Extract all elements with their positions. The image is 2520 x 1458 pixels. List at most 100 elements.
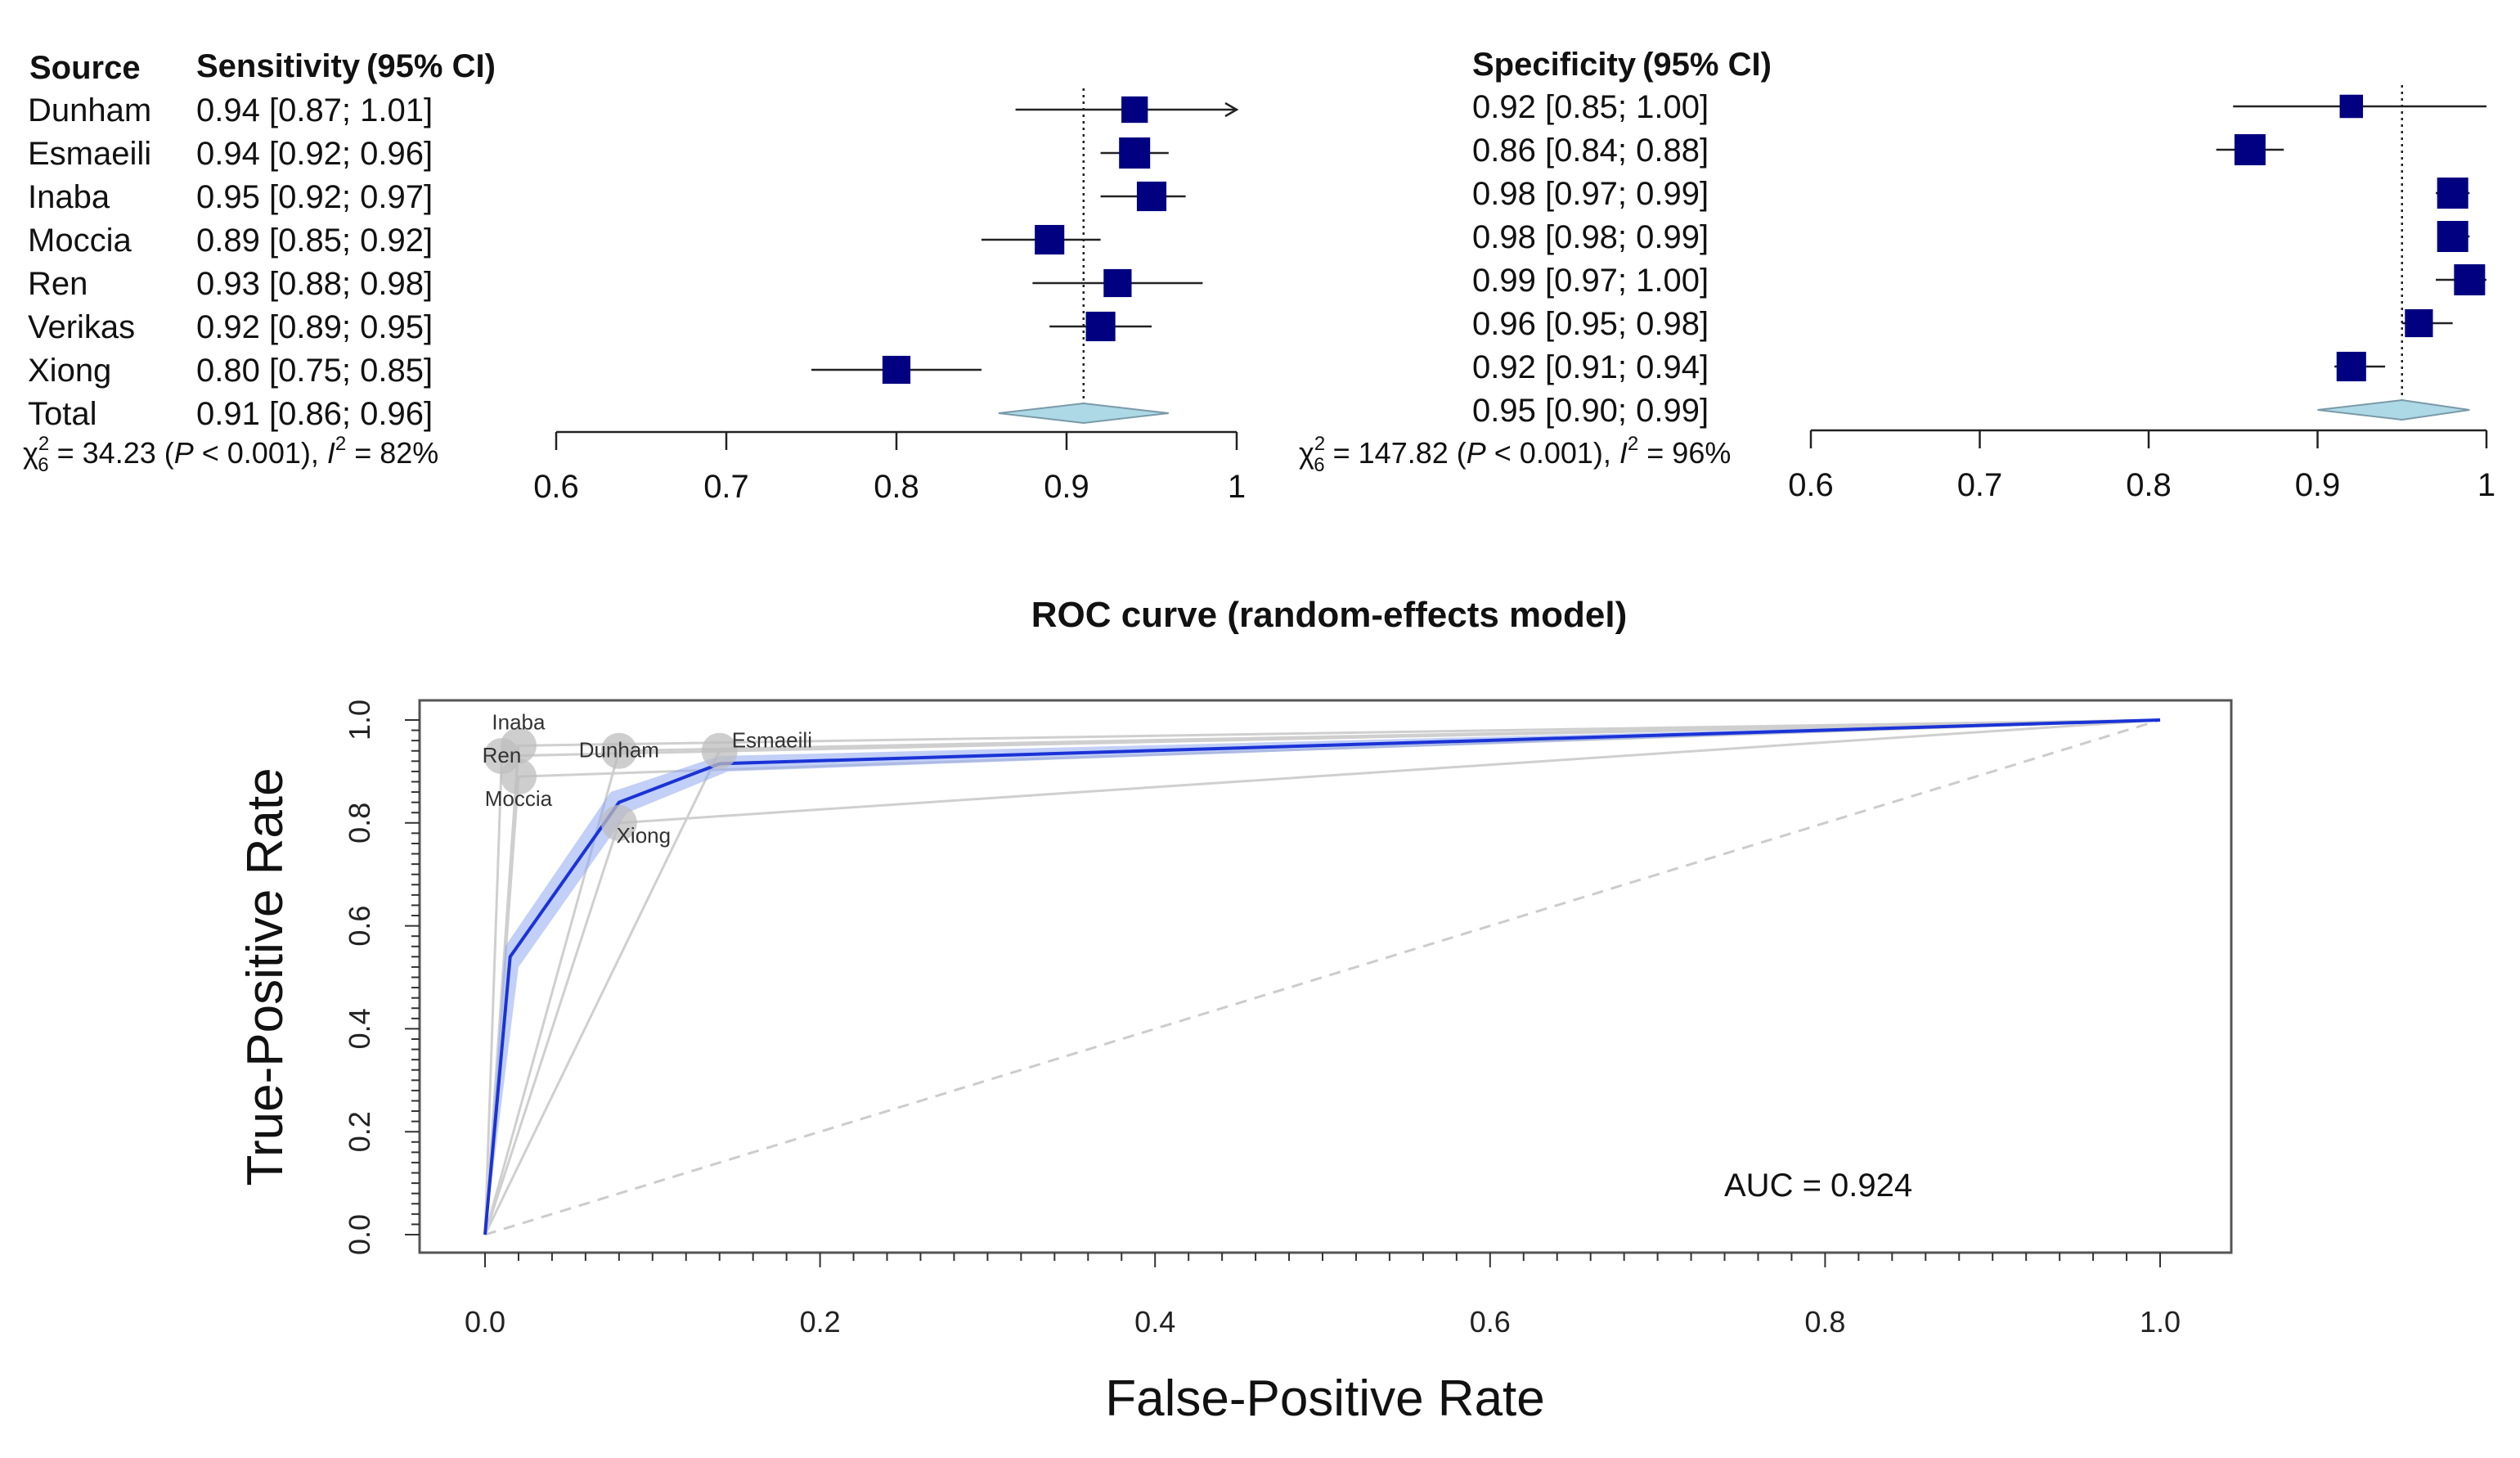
specificity-row-value-inaba: 0.98 [0.97; 0.99]	[1472, 176, 1709, 212]
specificity-estimate-moccia	[2437, 221, 2468, 252]
sensitivity-row-value-verikas: 0.92 [0.89; 0.95]	[196, 309, 433, 345]
sensitivity-plot-area: 0.6 0.7 0.8 0.9 1	[533, 88, 1246, 505]
roc-y-tick-label-0.2: 0.2	[343, 1111, 376, 1152]
sensitivity-row-name-inaba: Inaba	[28, 179, 110, 215]
specificity-chi-sup: 2	[1314, 433, 1325, 455]
specificity-tick-label-0.9: 0.9	[2295, 467, 2341, 503]
specificity-heterogeneity: χ2 6 = 147.82 (P < 0.001), I2 = 96%	[1299, 433, 1731, 476]
roc-y-tick-label-0.4: 0.4	[343, 1008, 376, 1049]
sensitivity-row-name-total: Total	[28, 396, 97, 432]
sensitivity-tick-label-0.8: 0.8	[874, 469, 919, 505]
study-label-ren: Ren	[483, 743, 522, 767]
specificity-row-value-total: 0.95 [0.90; 0.99]	[1472, 393, 1709, 429]
sensitivity-p-label: P	[174, 436, 194, 470]
sensitivity-tick-label-0.7: 0.7	[703, 469, 749, 505]
sensitivity-source-header: Source	[29, 50, 141, 86]
roc-y-axis-title: True-Positive Rate	[237, 767, 294, 1186]
sensitivity-p-value: < 0.001),	[194, 436, 327, 470]
specificity-header: Specificity (95% CI)	[1472, 47, 1772, 83]
roc-title: ROC curve (random-effects model)	[1031, 595, 1628, 635]
auc-annotation: AUC = 0.924	[1724, 1168, 1912, 1204]
sensitivity-row-value-esmaeili: 0.94 [0.92; 0.96]	[196, 136, 433, 172]
sensitivity-chi-symbol: χ	[23, 436, 38, 470]
specificity-estimate-ren	[2454, 264, 2486, 295]
sensitivity-tick-label-1: 1	[1228, 469, 1246, 505]
specificity-row-value-dunham: 0.92 [0.85; 1.00]	[1472, 89, 1709, 125]
study-point-xiong	[600, 804, 637, 841]
sensitivity-row-name-ren: Ren	[28, 266, 88, 302]
specificity-chi-value: = 147.82 (	[1325, 436, 1467, 470]
sensitivity-chi-sub: 6	[38, 454, 48, 476]
specificity-forest-plot: Specificity (95% CI) 0.92 [0.85; 1.00] 0.8…	[1299, 47, 2495, 503]
roc-x-tick-label-0.2: 0.2	[800, 1305, 841, 1339]
sensitivity-estimate-esmaeili	[1119, 137, 1151, 169]
sensitivity-i-label: I	[327, 436, 335, 470]
roc-x-tick-label-0.4: 0.4	[1134, 1305, 1175, 1339]
sensitivity-row-name-dunham: Dunham	[28, 92, 151, 128]
sensitivity-estimate-moccia	[1035, 224, 1065, 255]
roc-y-tick-label-0.6: 0.6	[343, 906, 376, 947]
sensitivity-i-value: = 82%	[346, 436, 438, 470]
sensitivity-estimate-ren	[1103, 268, 1132, 298]
specificity-plot-area: 0.6 0.7 0.8 0.9 1	[1788, 85, 2495, 503]
sensitivity-chi-sup: 2	[38, 433, 49, 455]
specificity-row-value-xiong: 0.92 [0.91; 0.94]	[1472, 349, 1709, 385]
sensitivity-estimate-xiong	[882, 355, 911, 385]
study-label-xiong: Xiong	[617, 823, 672, 848]
specificity-estimate-dunham	[2339, 94, 2364, 119]
sensitivity-row-name-xiong: Xiong	[28, 353, 111, 389]
sensitivity-row-name-esmaeili: Esmaeili	[28, 136, 151, 172]
specificity-header-label: Specificity	[1472, 47, 1637, 83]
roc-x-tick-label-0.8: 0.8	[1804, 1305, 1845, 1339]
specificity-estimate-xiong	[2336, 351, 2366, 382]
roc-chart: ROC curve (random-effects model) 0.0 0.2 0…	[237, 595, 2233, 1427]
specificity-i-sup: 2	[1628, 433, 1638, 455]
roc-y-tick-label-1.0: 1.0	[343, 700, 376, 740]
sensitivity-row-name-moccia: Moccia	[28, 223, 132, 259]
specificity-chi-sub: 6	[1314, 454, 1324, 476]
specificity-row-value-esmaeili: 0.86 [0.84; 0.88]	[1472, 133, 1709, 169]
sensitivity-forest-plot: Source Sensitivity (95% CI) Dunham 0.94 [0…	[23, 48, 1246, 505]
specificity-p-value: < 0.001),	[1486, 436, 1619, 470]
roc-y-tick-label-0.0: 0.0	[343, 1214, 376, 1255]
sensitivity-estimate-verikas	[1085, 311, 1116, 342]
sensitivity-header-ci: (95% CI)	[366, 48, 496, 84]
specificity-i-value: = 96%	[1638, 436, 1731, 470]
study-label-inaba: Inaba	[492, 709, 546, 734]
sensitivity-row-value-dunham: 0.94 [0.87; 1.01]	[196, 92, 433, 128]
roc-x-axis-title: False-Positive Rate	[1105, 1370, 1545, 1427]
specificity-row-value-verikas: 0.96 [0.95; 0.98]	[1472, 306, 1709, 342]
specificity-tick-label-1: 1	[2477, 467, 2495, 503]
roc-x-tick-label-1.0: 1.0	[2140, 1305, 2181, 1339]
specificity-tick-label-0.8: 0.8	[2126, 467, 2172, 503]
pooled-roc-curve	[483, 718, 2161, 1235]
specificity-tick-label-0.7: 0.7	[1957, 467, 2003, 503]
roc-y-tick-label-0.8: 0.8	[343, 803, 376, 844]
sensitivity-row-name-verikas: Verikas	[28, 309, 135, 345]
specificity-estimate-verikas	[2405, 308, 2433, 338]
sensitivity-i-sup: 2	[335, 433, 346, 455]
roc-chance-line	[484, 718, 2161, 1236]
specificity-chi-symbol: χ	[1299, 436, 1314, 470]
specificity-estimate-inaba	[2437, 178, 2468, 209]
specificity-estimate-esmaeili	[2234, 134, 2266, 165]
sensitivity-row-value-xiong: 0.80 [0.75; 0.85]	[196, 353, 433, 389]
study-point-moccia	[500, 758, 537, 795]
study-label-dunham: Dunham	[579, 738, 659, 763]
sensitivity-row-value-inaba: 0.95 [0.92; 0.97]	[196, 179, 433, 215]
study-point-esmaeili	[701, 732, 738, 769]
specificity-tick-label-0.6: 0.6	[1788, 467, 1834, 503]
sensitivity-rows: Dunham 0.94 [0.87; 1.01] Esmaeili 0.94 [0.9…	[28, 92, 433, 432]
sensitivity-header-label: Sensitivity	[196, 48, 361, 84]
sensitivity-row-value-ren: 0.93 [0.88; 0.98]	[196, 266, 433, 302]
sensitivity-heterogeneity: χ2 6 = 34.23 (P < 0.001), I2 = 82%	[23, 433, 438, 476]
study-point-dunham	[600, 732, 637, 769]
sensitivity-estimate-inaba	[1136, 181, 1167, 212]
roc-x-tick-label-0.0: 0.0	[465, 1305, 505, 1339]
specificity-row-value-ren: 0.99 [0.97; 1.00]	[1472, 263, 1709, 299]
sensitivity-tick-label-0.6: 0.6	[533, 469, 579, 505]
sensitivity-pooled-diamond	[998, 402, 1169, 425]
sensitivity-tick-label-0.9: 0.9	[1044, 469, 1089, 505]
specificity-p-label: P	[1467, 436, 1486, 470]
